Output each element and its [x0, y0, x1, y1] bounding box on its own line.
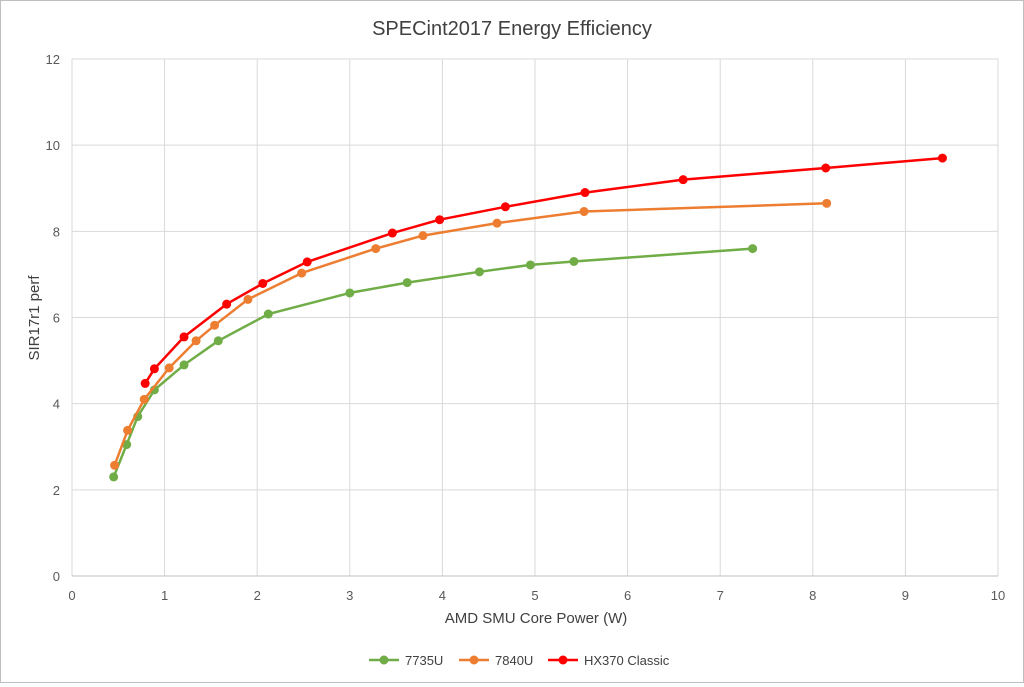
x-tick-label: 5 [531, 588, 538, 603]
chart-title: SPECint2017 Energy Efficiency [372, 18, 652, 40]
data-point [580, 188, 590, 198]
data-point [402, 278, 412, 288]
data-point [678, 175, 688, 185]
y-tick-label: 6 [53, 311, 60, 326]
data-point [297, 268, 307, 278]
series-line [144, 156, 943, 385]
data-point [579, 207, 589, 217]
legend-marker [379, 655, 389, 665]
data-point [492, 218, 502, 228]
legend-label: HX370 Classic [584, 653, 670, 668]
y-axis-label: SIR17r1 perf [26, 275, 43, 361]
y-tick-label: 12 [46, 52, 60, 67]
data-point [110, 460, 120, 470]
data-point [418, 231, 428, 241]
data-point [210, 320, 220, 330]
data-point [937, 153, 947, 163]
data-point [191, 336, 201, 346]
data-point [821, 163, 831, 173]
y-tick-label: 8 [53, 224, 60, 239]
data-point [164, 363, 174, 373]
data-point [822, 198, 832, 208]
data-point [569, 256, 579, 266]
x-tick-label: 3 [346, 588, 353, 603]
data-point [525, 260, 535, 270]
data-point [387, 228, 397, 238]
legend-label: 7735U [405, 653, 443, 668]
x-tick-label: 9 [902, 588, 909, 603]
legend-marker [558, 655, 568, 665]
data-point [213, 336, 223, 346]
data-point [140, 378, 150, 388]
y-tick-label: 0 [53, 569, 60, 584]
x-tick-label: 1 [161, 588, 168, 603]
legend: 7735U 7840U HX370 Classic [369, 653, 670, 668]
x-tick-label: 4 [439, 588, 446, 603]
y-tick-label: 10 [46, 138, 60, 153]
data-point [435, 215, 445, 225]
data-point [371, 244, 381, 254]
x-tick-label: 6 [624, 588, 631, 603]
x-tick-label: 0 [68, 588, 75, 603]
y-tick-label: 4 [53, 397, 60, 412]
data-point [258, 278, 268, 288]
x-tick-label: 2 [254, 588, 261, 603]
series-group [109, 153, 947, 482]
data-point [748, 244, 758, 254]
data-point [345, 288, 355, 298]
data-point [149, 364, 159, 374]
x-tick-label: 8 [809, 588, 816, 603]
data-point [243, 294, 253, 304]
legend-label: 7840U [495, 653, 533, 668]
data-point [222, 299, 232, 309]
data-point [109, 472, 119, 482]
data-point [474, 267, 484, 277]
series-line [112, 247, 753, 478]
data-point [179, 332, 189, 342]
x-tick-label: 10 [991, 588, 1005, 603]
x-tick-label: 7 [717, 588, 724, 603]
data-point [139, 394, 149, 404]
data-point [263, 309, 273, 319]
data-point [123, 425, 133, 435]
data-point [500, 202, 510, 212]
data-point [302, 257, 312, 267]
y-tick-label: 2 [53, 483, 60, 498]
x-axis-label: AMD SMU Core Power (W) [445, 610, 628, 627]
legend-marker [469, 655, 479, 665]
data-point [179, 360, 189, 370]
